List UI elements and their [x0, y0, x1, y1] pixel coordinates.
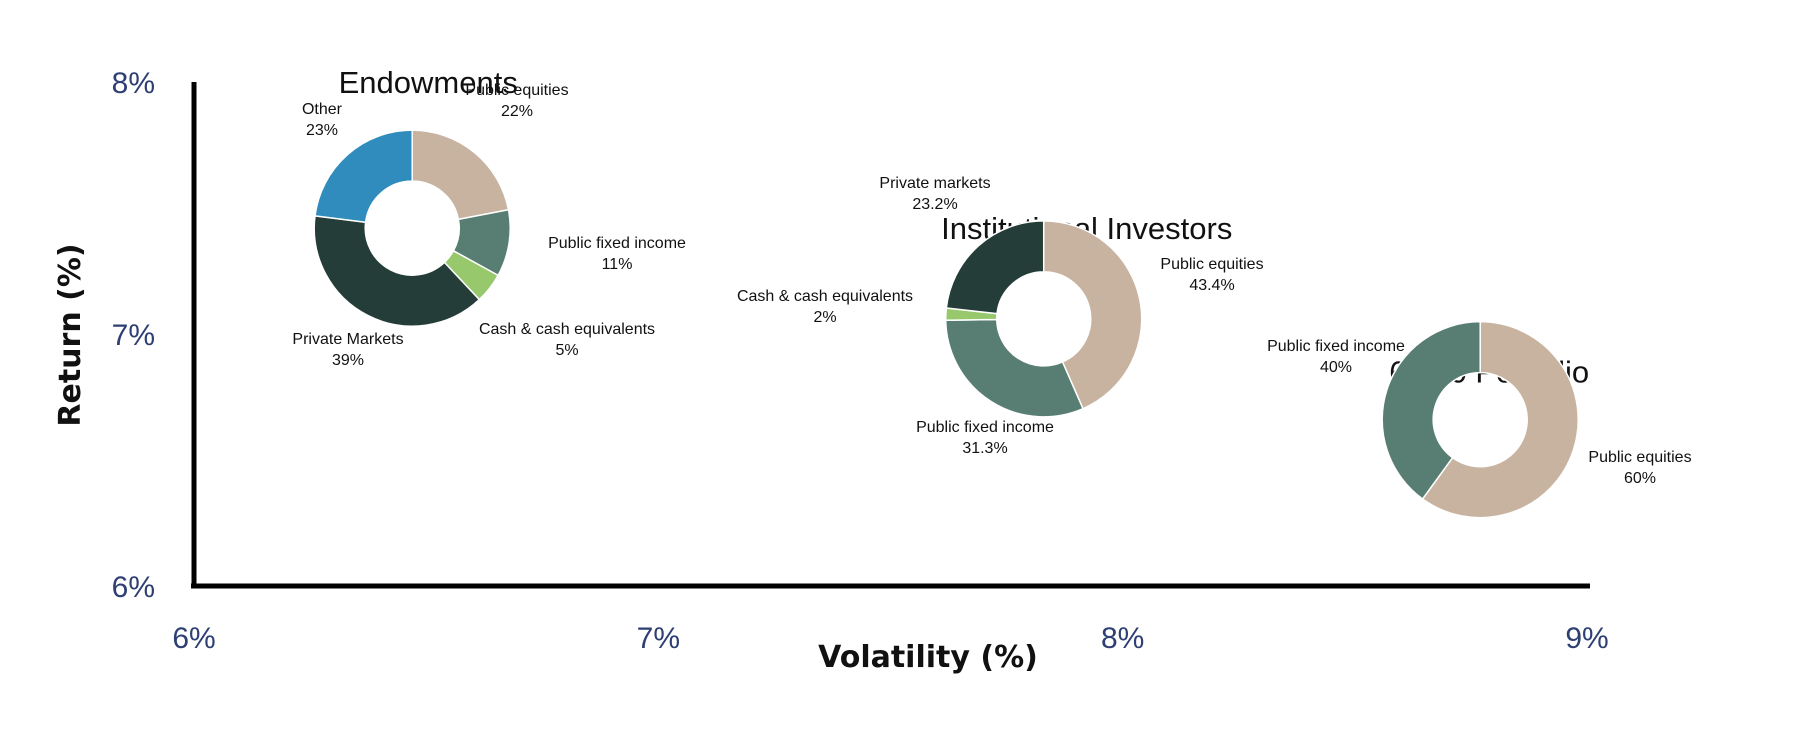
donut-title: Endowments — [339, 65, 518, 100]
slice-label: Private markets 23.2% — [879, 175, 990, 213]
x-tick-label: 6% — [172, 622, 215, 655]
slice-label-name: Private Markets — [292, 331, 403, 348]
slice-label-name: Public fixed income — [1267, 338, 1405, 355]
slice-label: Public equities 22% — [465, 82, 568, 120]
slice-label-name: Public fixed income — [916, 419, 1054, 436]
y-tick-label: 7% — [112, 319, 155, 352]
slice-label-name: Cash & cash equivalents — [737, 288, 913, 305]
slice-label-value: 39% — [332, 352, 364, 369]
slice-label: Private Markets 39% — [292, 331, 403, 369]
x-axis-title: Volatility (%) — [818, 640, 1038, 675]
y-axis-title: Return (%) — [53, 243, 88, 426]
slice-label-name: Public equities — [1588, 449, 1691, 466]
slice-label-name: Public fixed income — [548, 235, 686, 252]
slice-label-value: 22% — [501, 103, 533, 120]
slice-label-value: 5% — [555, 342, 578, 359]
slice-label-name: Other — [302, 101, 343, 118]
donut-slice — [314, 129, 413, 224]
slice-label: Public fixed income 11% — [548, 235, 686, 273]
slice-label-name: Private markets — [879, 175, 990, 192]
slice-label-value: 43.4% — [1189, 277, 1234, 294]
y-tick-label: 8% — [112, 67, 155, 100]
donut-slice — [945, 220, 1045, 315]
donut-slice — [1381, 320, 1481, 501]
slice-label: Public equities 43.4% — [1160, 256, 1263, 294]
donut-slice — [1421, 320, 1579, 519]
slice-label-value: 40% — [1320, 359, 1352, 376]
slice-label-name: Public equities — [465, 82, 568, 99]
slice-label: Public fixed income 31.3% — [916, 419, 1054, 457]
slice-label: Other 23% — [302, 101, 343, 139]
slice-label: Cash & cash equivalents 2% — [737, 288, 913, 326]
slice-label: Cash & cash equivalents 5% — [479, 321, 655, 359]
x-tick-labels: 6% 7% 8% 9% — [172, 622, 1608, 655]
slice-label-value: 23.2% — [912, 196, 957, 213]
slice-label-name: Cash & cash equivalents — [479, 321, 655, 338]
y-tick-label: 6% — [112, 571, 155, 604]
slice-label-value: 31.3% — [962, 440, 1007, 457]
slice-label-value: 11% — [602, 256, 633, 273]
donut-slice — [411, 129, 510, 221]
x-tick-label: 9% — [1565, 622, 1608, 655]
donut-slice — [313, 215, 481, 327]
x-tick-label: 8% — [1101, 622, 1144, 655]
y-tick-labels: 6% 7% 8% — [112, 67, 155, 604]
slice-label-value: 60% — [1624, 470, 1656, 487]
slice-label-name: Public equities — [1160, 256, 1263, 273]
slice-label-value: 23% — [306, 122, 338, 139]
slice-label: Public fixed income 40% — [1267, 338, 1405, 376]
donut-slice — [944, 318, 1084, 418]
slice-label-value: 2% — [813, 309, 836, 326]
donut-slice — [1042, 220, 1143, 410]
slice-label: Public equities 60% — [1588, 449, 1691, 487]
x-tick-label: 7% — [637, 622, 680, 655]
donut-2: 60/40 PortfolioPublic equities60%Public … — [1267, 320, 1692, 519]
